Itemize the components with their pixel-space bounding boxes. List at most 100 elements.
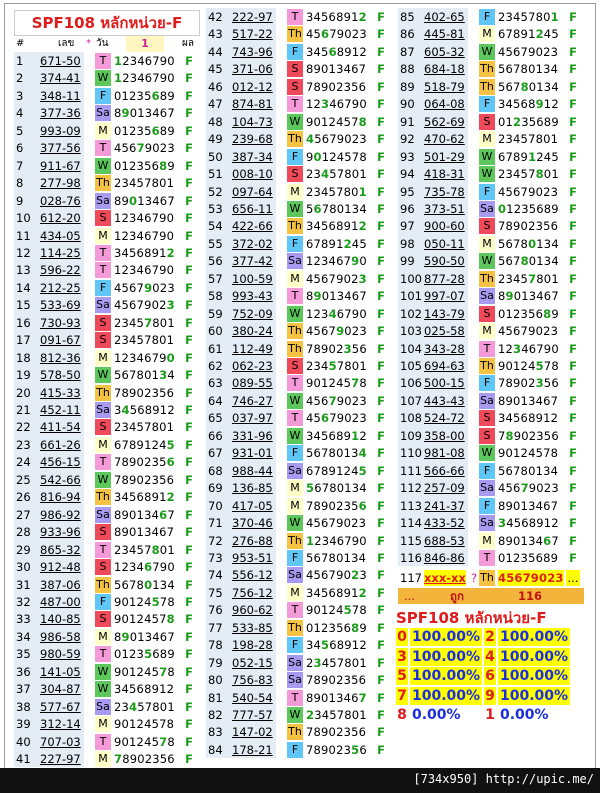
digits: 12346790 [498,341,559,356]
row-number: 24 [16,455,31,470]
result: F [185,141,193,156]
result: F [377,324,385,339]
code: 089-55 [232,376,273,391]
digits: 23457801 [306,655,367,670]
row-number: 86 [400,27,415,42]
hit-digit: 9 [336,324,345,339]
day: W [287,707,303,723]
day: Sa [479,480,495,497]
stat-rate: 0.00% [500,707,549,723]
digits: 56780134 [498,79,559,94]
row-number: 43 [208,27,223,42]
code: 694-63 [424,359,465,373]
code: 050-11 [424,236,465,251]
result: F [569,376,577,391]
code: 953-51 [232,550,273,565]
result: F [569,149,577,164]
result: F [185,54,193,68]
row-number: 36 [16,664,31,679]
digits: 78902356 [306,742,367,757]
code: 377-42 [232,254,273,269]
code: 387-06 [40,577,81,592]
result: F [377,132,385,147]
row-number: 109 [400,428,422,443]
day: S [95,332,111,349]
code: 147-02 [232,725,273,740]
row-number: 80 [208,673,223,688]
result: F [569,446,577,461]
code: 556-12 [232,568,273,583]
digits: 01235689 [498,306,559,321]
row-number: 115 [400,533,422,548]
day: S [287,78,303,95]
day: W [95,663,111,680]
digits: 23457801 [498,10,559,24]
day: Th [479,78,495,95]
stat-rate: 100.00% [410,628,482,646]
digits: 23457801 [114,176,175,191]
hit-digit: 7 [136,141,145,156]
row-number: 32 [16,594,31,609]
day: T [479,340,495,357]
column-shade [14,52,84,768]
result: F [569,167,577,182]
row-number: 66 [208,428,223,443]
result: F [185,682,193,697]
stat-digit: 1 [485,707,495,723]
day: W [287,392,303,409]
hit-digit: 7 [520,481,529,496]
header-cell: * [86,38,91,49]
result: F [569,411,577,426]
result: F [377,603,385,618]
digits: 89013467 [114,507,175,522]
digits: 01235689 [498,550,559,565]
code: 517-22 [232,27,273,42]
result: F [569,201,577,216]
hit-digit: 6 [159,507,168,522]
hit-digit: 5 [351,742,360,757]
row-number: 110 [400,446,422,461]
day: M [479,26,495,43]
hit-digit: 7 [159,734,168,749]
code: 981-08 [424,446,465,461]
day: F [479,497,495,514]
day: F [287,43,303,60]
row-number: 82 [208,708,223,722]
result: F [569,341,577,356]
digits: 45679023 [114,298,175,313]
digits: 23457801 [306,359,367,373]
code: 542-66 [40,472,81,487]
result: F [185,385,193,400]
result: F [377,62,385,77]
code: 415-33 [40,385,81,400]
result: F [185,280,193,295]
day: S [95,524,111,541]
stat-digit: 7 [396,686,408,705]
row-number: 49 [208,132,223,147]
row-number: 90 [400,97,415,112]
row-number: 35 [16,647,31,662]
row-number: 34 [16,629,31,644]
result: F [377,725,385,740]
code: 422-66 [232,219,273,234]
row-number: 77 [208,620,223,635]
footer-bar [0,768,600,793]
code: 933-96 [40,525,81,540]
code: 900-60 [424,219,465,234]
result: F [185,368,193,383]
code: 707-03 [40,734,81,749]
digits: 89013467 [498,533,559,548]
day: Sa [479,288,495,305]
digits: 12346790 [114,560,175,575]
result: F [569,114,577,129]
result: F [377,673,385,688]
code: 198-28 [232,638,273,653]
digits: 90124578 [498,359,559,373]
day: Sa [287,253,303,270]
result: F [569,79,577,94]
day: T [95,140,111,157]
code: 533-85 [232,620,273,635]
digits: 45679023 [306,324,367,339]
result: F [569,236,577,251]
row-number: 42 [208,10,223,24]
